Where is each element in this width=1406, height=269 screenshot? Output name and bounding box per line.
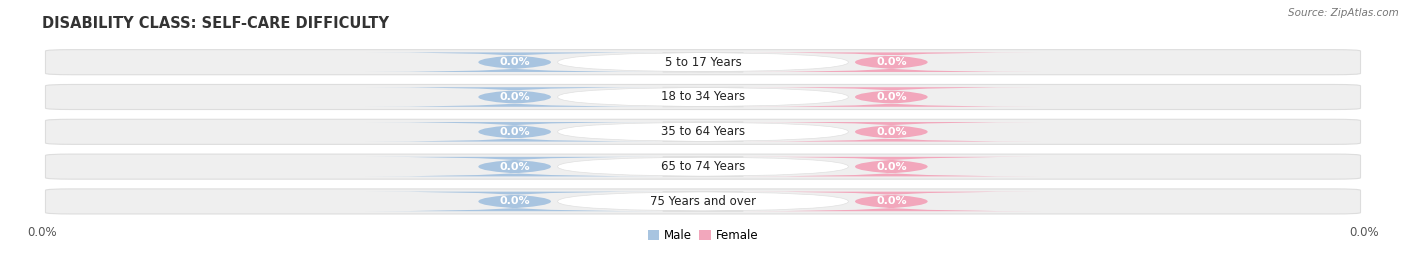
- Text: DISABILITY CLASS: SELF-CARE DIFFICULTY: DISABILITY CLASS: SELF-CARE DIFFICULTY: [42, 16, 389, 31]
- FancyBboxPatch shape: [742, 157, 1040, 176]
- Text: 75 Years and over: 75 Years and over: [650, 195, 756, 208]
- FancyBboxPatch shape: [558, 192, 848, 211]
- Text: 0.0%: 0.0%: [876, 162, 907, 172]
- FancyBboxPatch shape: [45, 189, 1361, 214]
- Text: 0.0%: 0.0%: [876, 92, 907, 102]
- FancyBboxPatch shape: [742, 87, 1040, 107]
- FancyBboxPatch shape: [366, 87, 664, 107]
- Text: 0.0%: 0.0%: [499, 196, 530, 206]
- Text: 18 to 34 Years: 18 to 34 Years: [661, 90, 745, 104]
- Text: 5 to 17 Years: 5 to 17 Years: [665, 56, 741, 69]
- FancyBboxPatch shape: [558, 122, 848, 141]
- Text: Source: ZipAtlas.com: Source: ZipAtlas.com: [1288, 8, 1399, 18]
- Text: 0.0%: 0.0%: [499, 92, 530, 102]
- FancyBboxPatch shape: [45, 50, 1361, 75]
- Text: 0.0%: 0.0%: [499, 57, 530, 67]
- FancyBboxPatch shape: [742, 122, 1040, 141]
- FancyBboxPatch shape: [366, 192, 664, 211]
- FancyBboxPatch shape: [742, 52, 1040, 72]
- FancyBboxPatch shape: [45, 119, 1361, 144]
- FancyBboxPatch shape: [558, 52, 848, 72]
- FancyBboxPatch shape: [45, 84, 1361, 109]
- Text: 65 to 74 Years: 65 to 74 Years: [661, 160, 745, 173]
- Text: 0.0%: 0.0%: [876, 57, 907, 67]
- FancyBboxPatch shape: [366, 122, 664, 141]
- FancyBboxPatch shape: [45, 154, 1361, 179]
- Text: 0.0%: 0.0%: [876, 127, 907, 137]
- Text: 0.0%: 0.0%: [499, 127, 530, 137]
- FancyBboxPatch shape: [742, 192, 1040, 211]
- Text: 35 to 64 Years: 35 to 64 Years: [661, 125, 745, 138]
- Text: 0.0%: 0.0%: [876, 196, 907, 206]
- FancyBboxPatch shape: [558, 87, 848, 107]
- Legend: Male, Female: Male, Female: [643, 224, 763, 247]
- FancyBboxPatch shape: [558, 157, 848, 176]
- FancyBboxPatch shape: [366, 157, 664, 176]
- FancyBboxPatch shape: [366, 52, 664, 72]
- Text: 0.0%: 0.0%: [499, 162, 530, 172]
